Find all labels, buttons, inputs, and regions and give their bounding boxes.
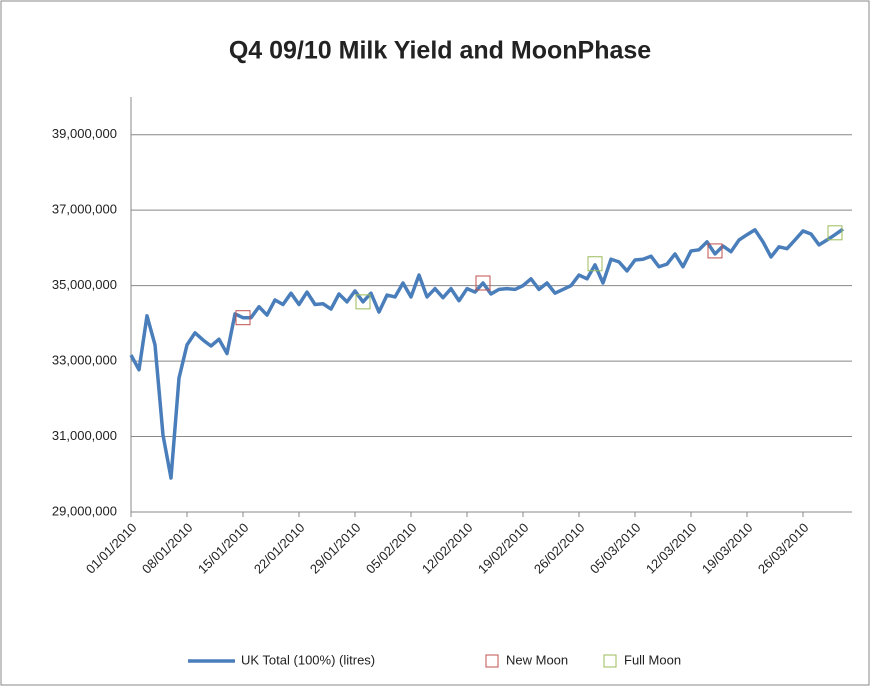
y-tick-label: 37,000,000 <box>52 202 117 217</box>
y-tick-label: 31,000,000 <box>52 428 117 443</box>
y-tick-label: 39,000,000 <box>52 126 117 141</box>
moon-marker <box>235 310 251 326</box>
legend-marker <box>485 654 499 668</box>
y-tick-label: 29,000,000 <box>52 503 117 518</box>
legend-label: New Moon <box>506 652 568 667</box>
y-tick-label: 35,000,000 <box>52 277 117 292</box>
moon-marker <box>355 294 371 310</box>
legend-label: UK Total (100%) (litres) <box>241 652 375 667</box>
moon-marker <box>827 225 843 241</box>
legend-label: Full Moon <box>624 652 681 667</box>
legend-marker <box>603 654 617 668</box>
moon-marker <box>587 256 603 272</box>
chart-title: Q4 09/10 Milk Yield and MoonPhase <box>229 37 651 65</box>
moon-marker <box>475 275 491 291</box>
moon-marker <box>707 243 723 259</box>
y-tick-label: 33,000,000 <box>52 353 117 368</box>
